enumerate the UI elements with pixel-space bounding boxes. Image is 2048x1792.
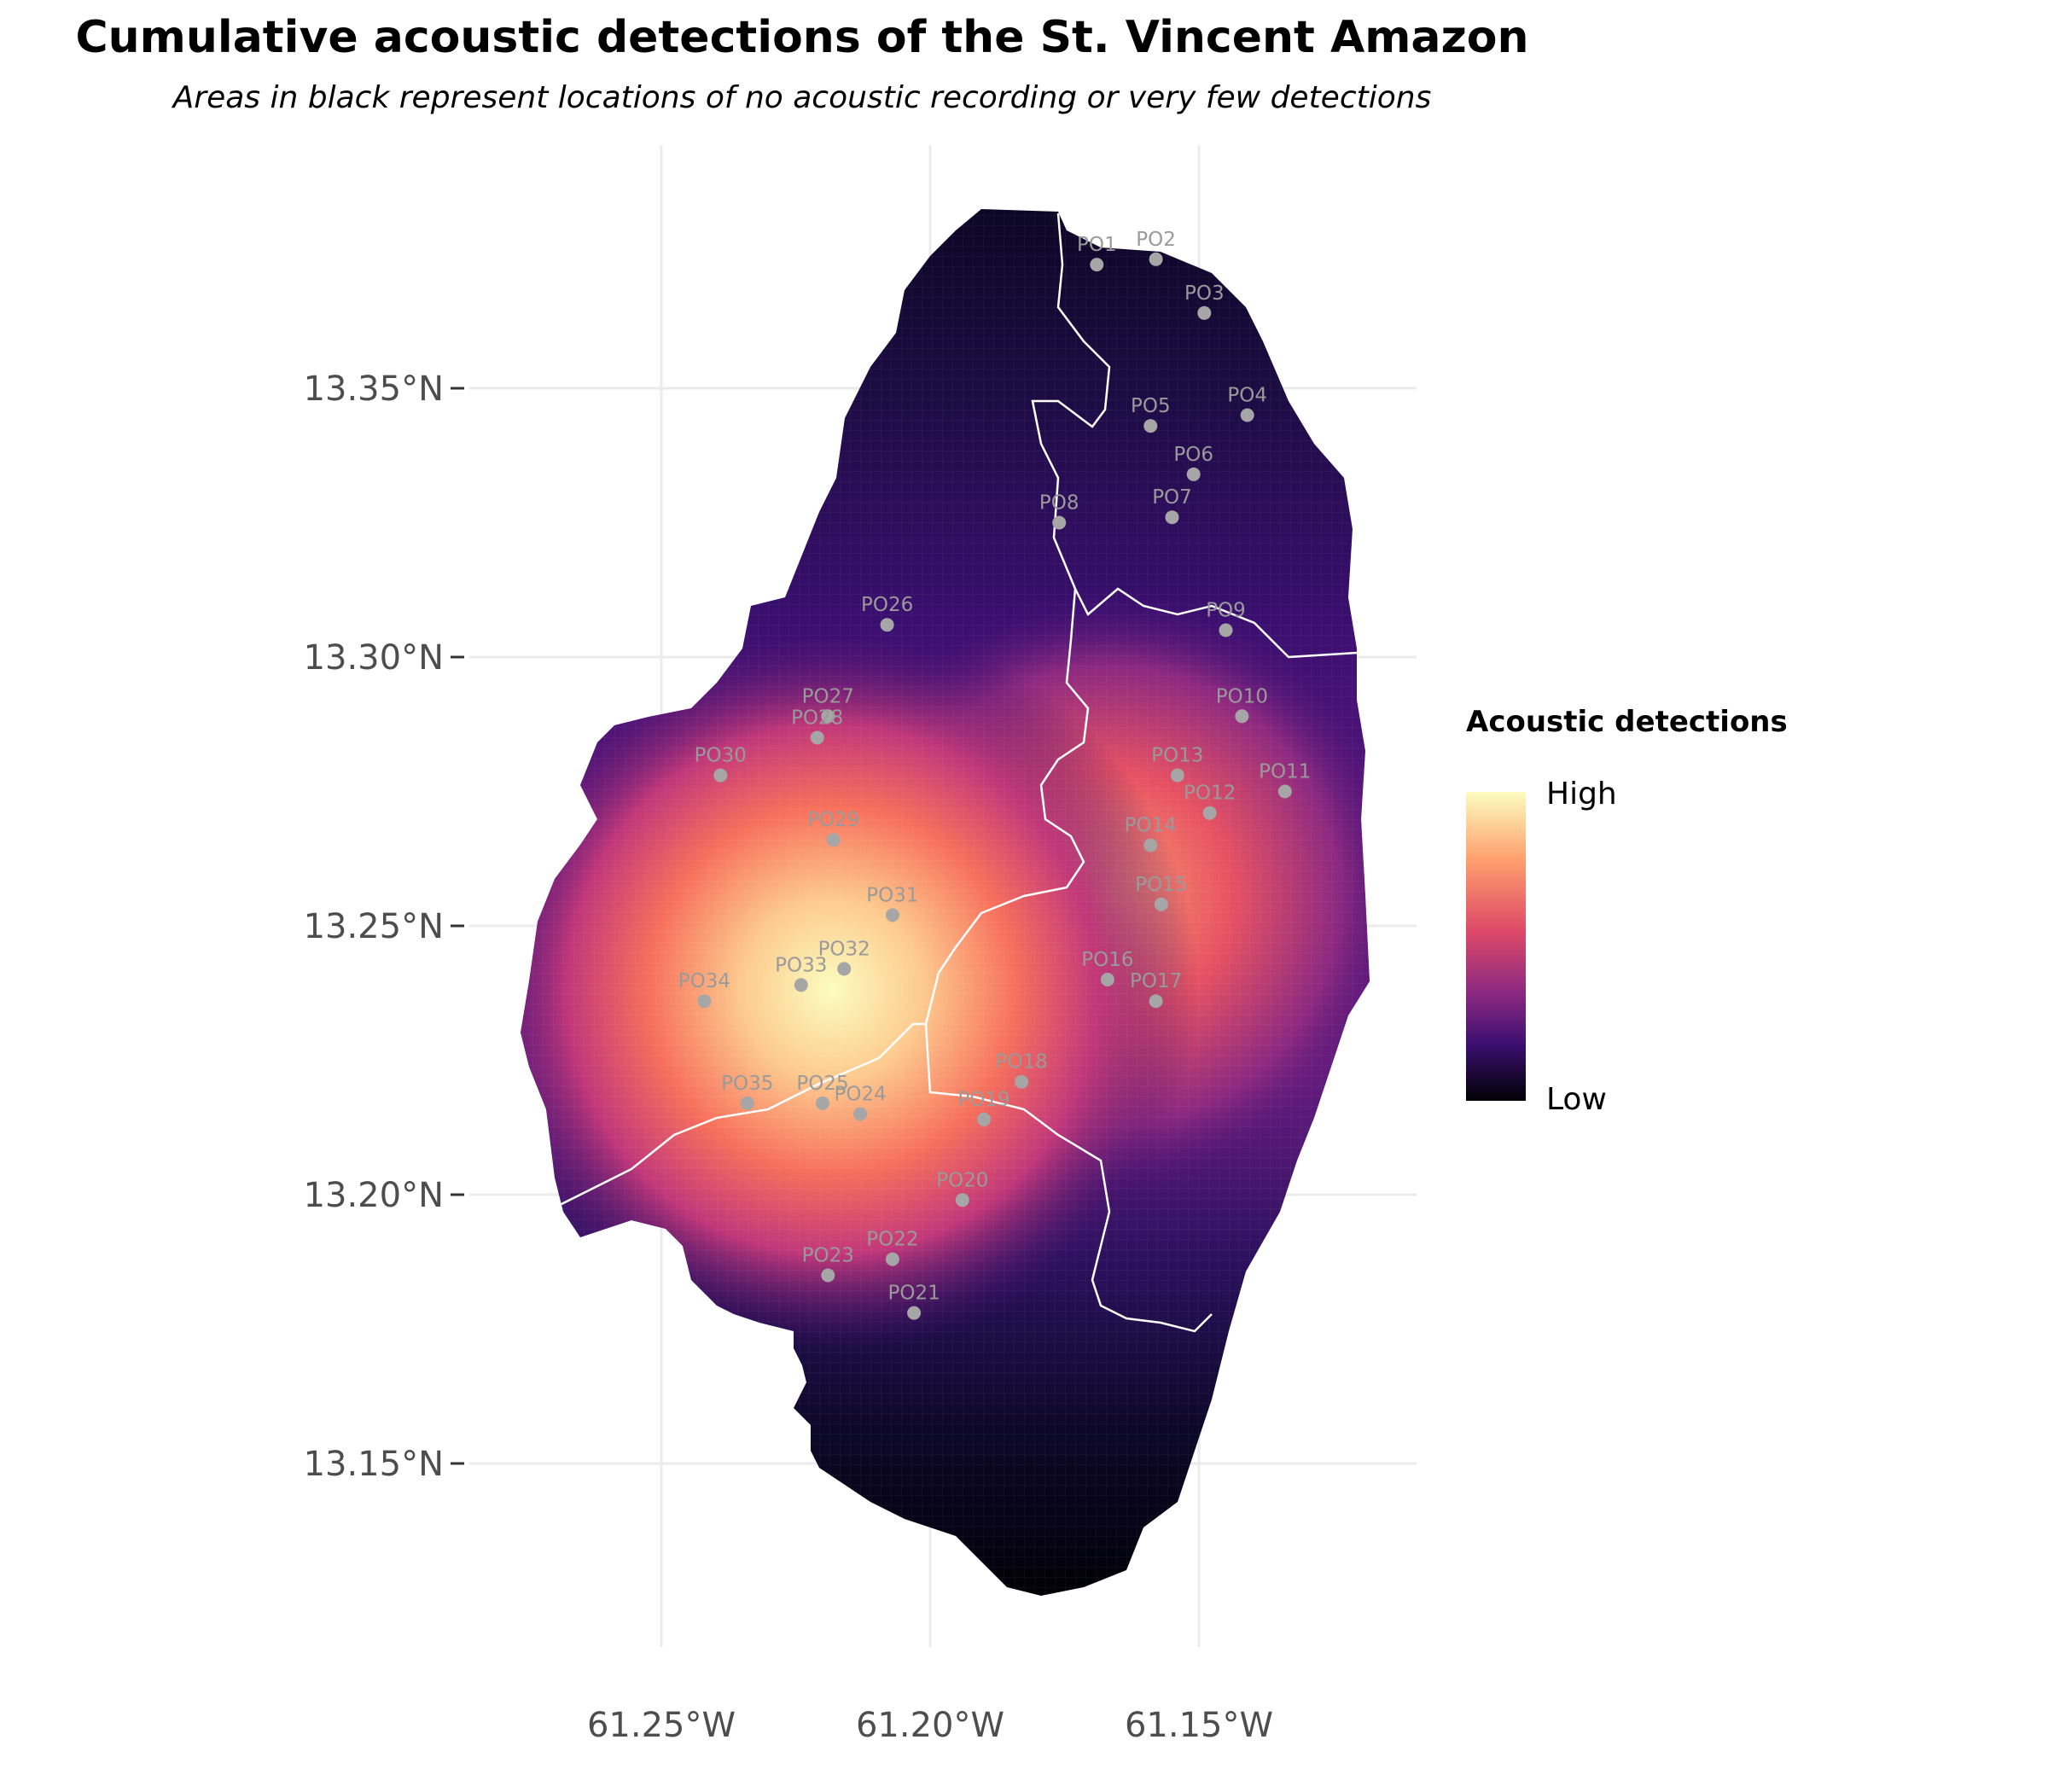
site-point [885,1252,899,1266]
site-label: PO24 [834,1084,886,1106]
site-point [1277,784,1292,799]
site-label: PO27 [802,685,854,707]
site-point [821,709,835,724]
site-label: PO5 [1131,395,1171,417]
island-heatmap [521,209,1370,1596]
site-label: PO8 [1039,492,1079,515]
site-point [816,1096,829,1110]
site-label: PO28 [791,707,843,730]
site-point [880,618,894,632]
site-label: PO11 [1259,761,1311,783]
site-label: PO16 [1081,949,1133,971]
site-point [1149,994,1163,1009]
site-label: PO30 [695,745,747,767]
site-label: PO34 [678,970,730,992]
site-point [1149,252,1163,266]
site-point [837,962,852,976]
site-label: PO19 [957,1089,1009,1111]
site-label: PO1 [1077,234,1117,256]
y-tick-label: 13.20°N [304,1176,444,1215]
site-point [853,1107,868,1121]
y-axis-ticks: 13.35°N 13.30°N 13.25°N 13.20°N 13.15°N [304,369,464,1484]
y-tick-label: 13.15°N [304,1445,444,1484]
site-point [1154,897,1168,911]
site-label: PO35 [721,1073,773,1095]
site-point [740,1096,754,1110]
site-label: PO29 [807,809,859,831]
site-label: PO14 [1125,815,1177,837]
y-tick-label: 13.35°N [304,369,444,409]
site-label: PO15 [1135,874,1187,896]
site-label: PO18 [995,1051,1047,1073]
site-point [907,1306,922,1320]
site-point [1015,1074,1029,1089]
site-point [1202,806,1217,820]
site-point [1100,973,1114,986]
site-label: PO31 [866,884,918,906]
site-label: PO20 [936,1169,988,1191]
site-point [1052,515,1067,530]
site-label: PO10 [1216,685,1268,707]
site-label: PO3 [1184,282,1225,305]
site-point [713,768,728,783]
map-title: Cumulative acoustic detections of the St… [75,12,1529,63]
site-point [810,730,824,745]
legend-high-label: High [1546,777,1617,812]
site-label: PO17 [1130,970,1182,992]
site-point [977,1112,991,1126]
site-label: PO25 [796,1073,848,1095]
site-point [955,1193,969,1207]
site-point [885,908,899,922]
site-label: PO21 [887,1283,940,1305]
site-label: PO4 [1227,385,1267,407]
site-label: PO7 [1152,486,1192,509]
y-tick-label: 13.30°N [304,638,444,678]
x-axis-ticks: 61.25°W 61.20°W 61.15°W [587,1706,1273,1745]
site-point [821,1268,835,1283]
site-point [1219,623,1233,637]
site-label: PO26 [861,594,913,616]
site-point [1165,510,1179,525]
map-subtitle: Areas in black represent locations of no… [172,80,1432,115]
recorder-sites: PO1 PO2 PO3 PO4 PO5 PO6 PO7 PO8 PO9 PO10 PO11 PO12 P… [678,229,1311,1320]
site-point [826,833,841,847]
site-point [1240,408,1254,422]
x-tick-label: 61.15°W [1125,1706,1273,1745]
site-label: PO23 [802,1245,854,1267]
site-point [1170,768,1184,783]
site-label: PO33 [775,954,827,976]
legend-colorbar [1466,792,1526,1101]
legend-title: Acoustic detections [1466,705,1788,739]
site-point [1143,838,1158,852]
site-point [1090,258,1104,272]
site-label: PO32 [818,938,870,960]
site-label: PO22 [866,1229,918,1251]
x-tick-label: 61.20°W [856,1706,1004,1745]
site-point [1186,467,1201,481]
site-point [1197,305,1212,320]
site-point [794,978,808,992]
site-point [1235,709,1249,724]
parish-boundaries [545,212,1358,1333]
y-tick-label: 13.25°N [304,907,444,946]
site-point [1143,419,1158,433]
site-point [697,994,712,1009]
site-label: PO2 [1136,229,1176,251]
x-tick-label: 61.25°W [587,1706,736,1745]
site-label: PO12 [1184,783,1236,805]
site-label: PO9 [1206,600,1246,622]
site-label: PO6 [1173,444,1213,466]
legend-low-label: Low [1546,1082,1607,1117]
site-label: PO13 [1151,745,1203,767]
